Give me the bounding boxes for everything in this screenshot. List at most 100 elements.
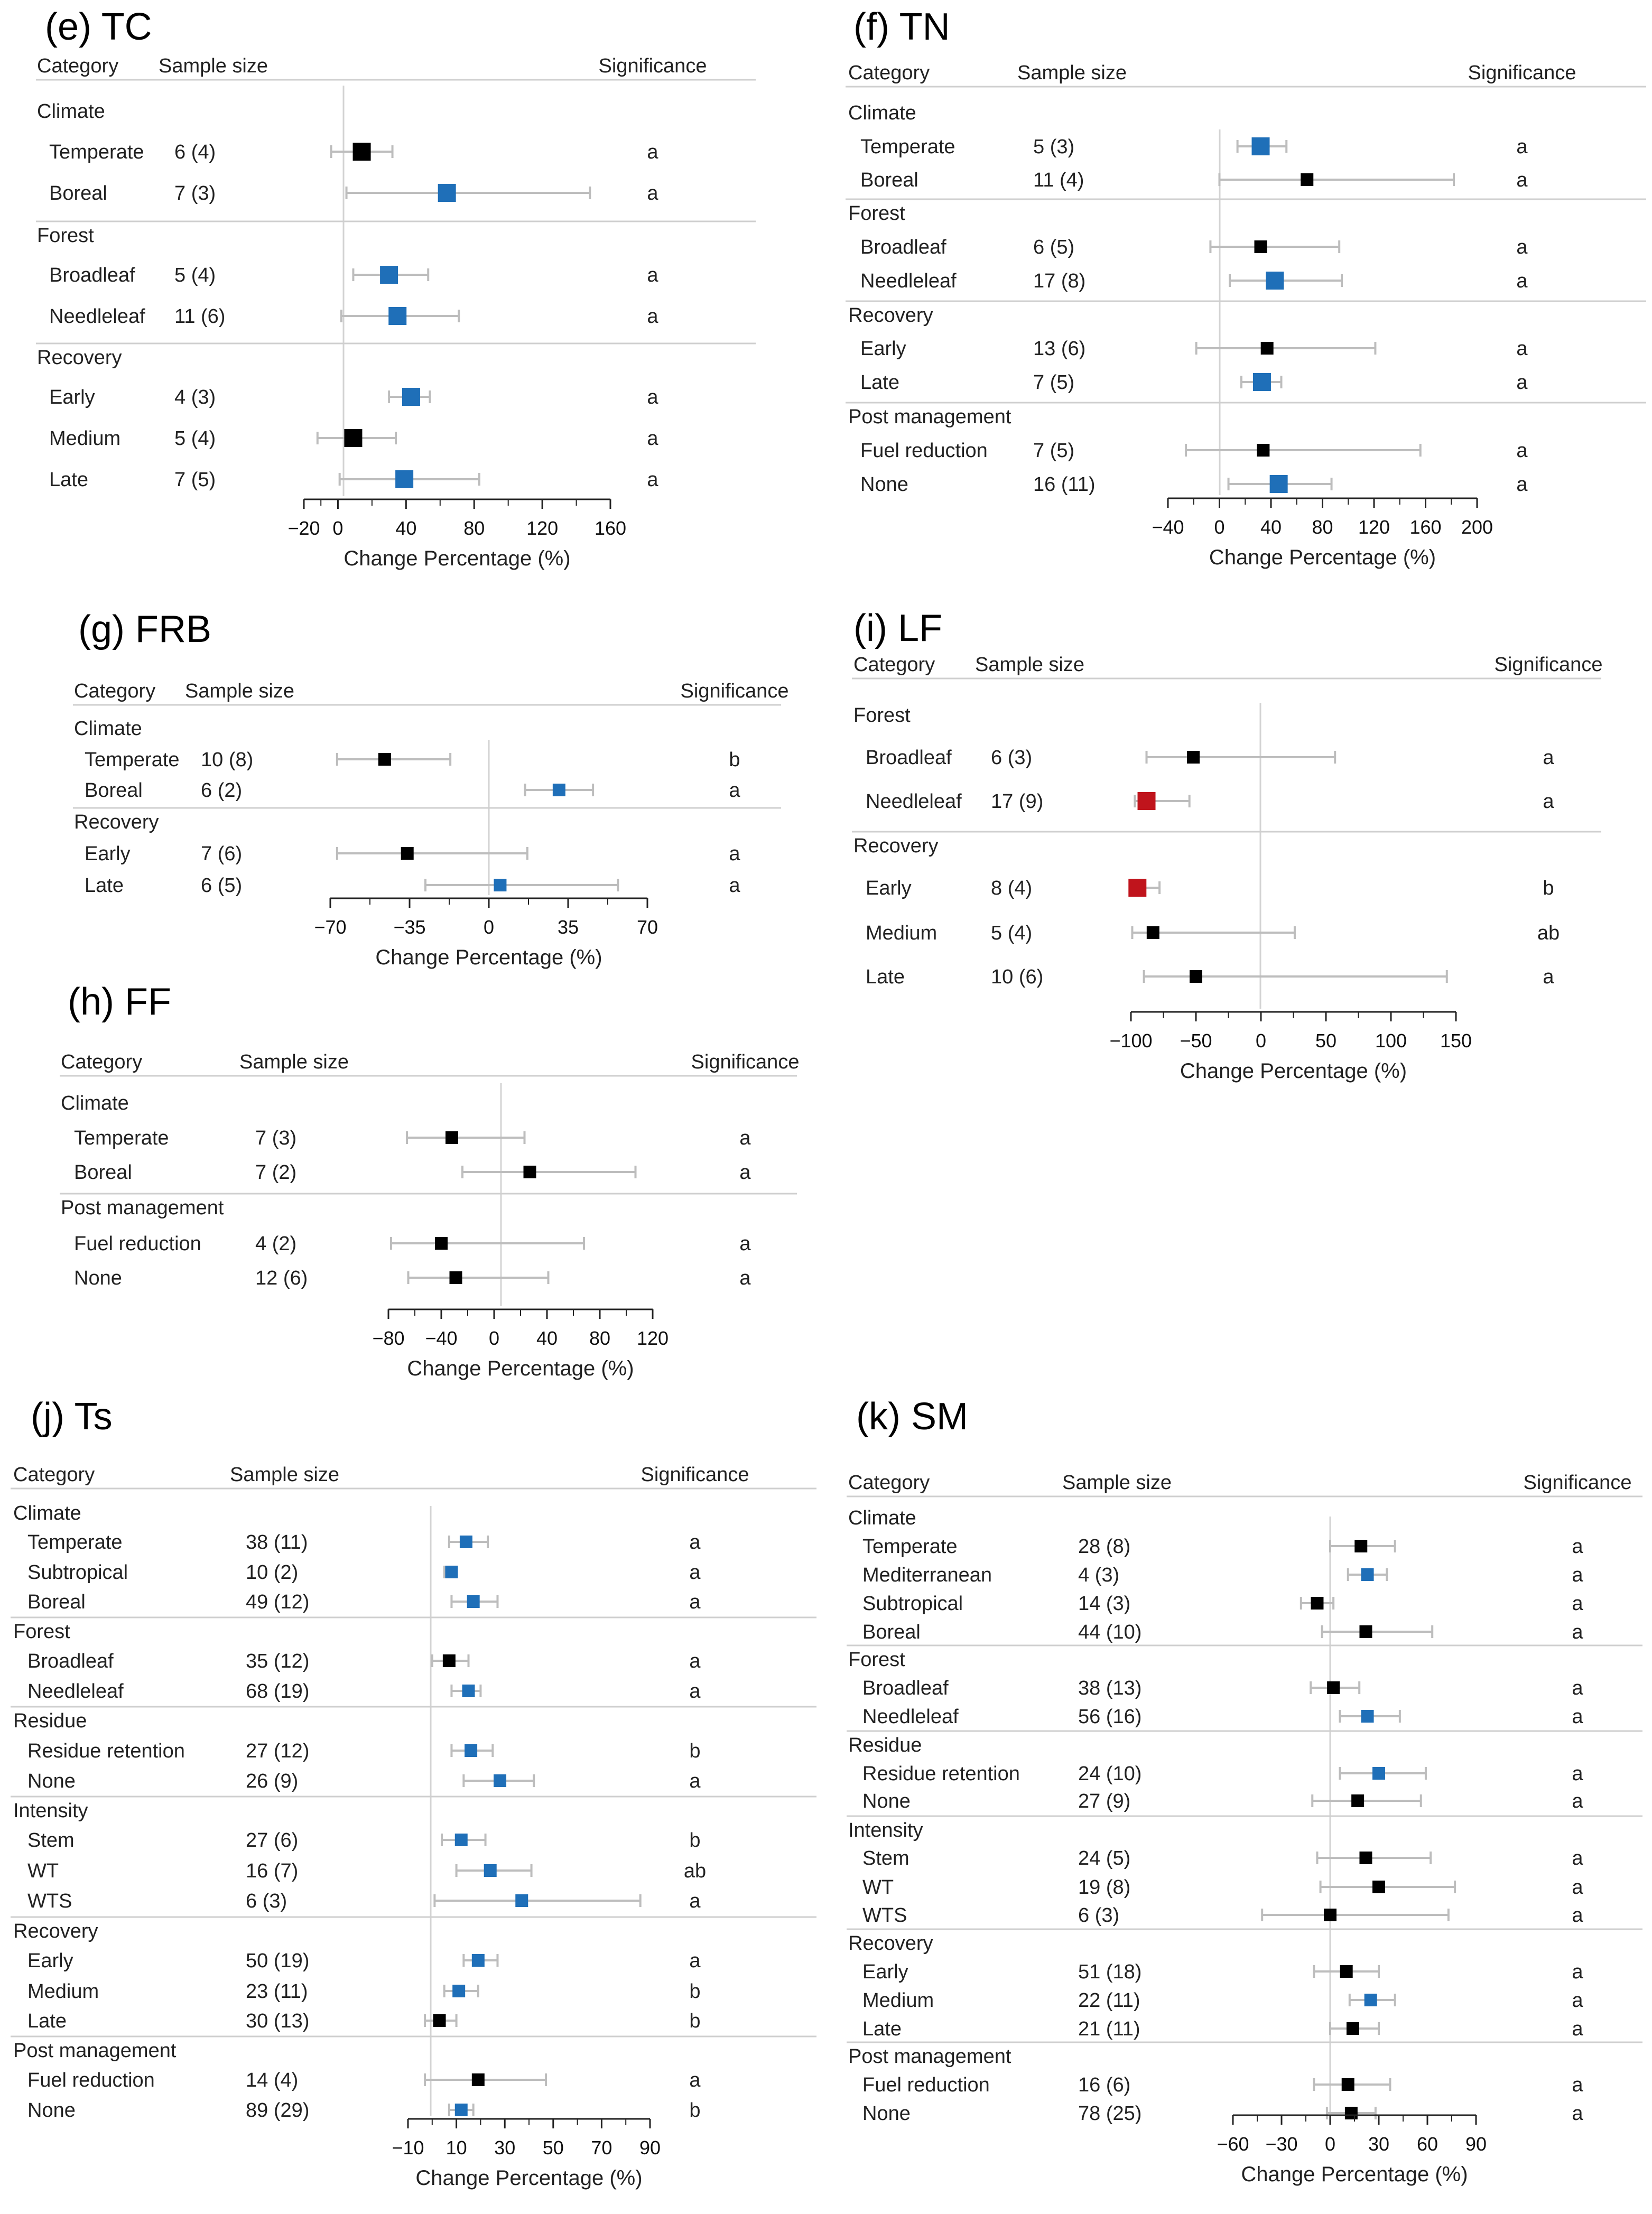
significance-ts-residue-residue-retention: b (689, 1740, 700, 1762)
group-label-ts-post-management: Post management (13, 2040, 177, 2062)
header-category-ts: Category (13, 1464, 95, 1486)
header-significance-ts: Significance (641, 1464, 749, 1486)
x-tick-label-ts: 90 (639, 2137, 661, 2159)
point-estimate-ts-recovery-medium (452, 1985, 466, 1997)
x-tick-label-sm: −30 (1265, 2133, 1297, 2155)
x-tick-label-lf: −100 (1109, 1030, 1152, 1052)
point-estimate-tc-forest-broadleaf (380, 266, 398, 284)
group-label-sm-climate: Climate (848, 1507, 916, 1529)
group-label-tn-recovery: Recovery (848, 304, 933, 327)
point-estimate-sm-recovery-late (1346, 2022, 1359, 2035)
x-tick-label-tn: 40 (1260, 516, 1282, 538)
x-tick-label-ff: 40 (536, 1327, 558, 1349)
row-label-ff-post-management-fuel-reduction: Fuel reduction (74, 1233, 201, 1255)
point-estimate-frb-climate-temperate (378, 753, 391, 766)
sample-size-ff-climate-boreal: 7 (2) (255, 1161, 296, 1184)
significance-sm-intensity-stem: a (1572, 1847, 1583, 1869)
significance-tn-recovery-early: a (1516, 338, 1528, 360)
point-estimate-ff-post-management-fuel-reduction (435, 1237, 448, 1250)
point-estimate-ts-forest-broadleaf (442, 1654, 456, 1667)
point-estimate-sm-intensity-stem (1359, 1852, 1372, 1864)
row-label-tc-forest-broadleaf: Broadleaf (49, 264, 135, 286)
row-label-frb-climate-temperate: Temperate (85, 749, 180, 771)
sample-size-tn-recovery-early: 13 (6) (1033, 338, 1085, 360)
sample-size-tn-post-management-none: 16 (11) (1033, 473, 1096, 496)
sample-size-ts-intensity-stem: 27 (6) (246, 1829, 298, 1852)
x-tick-label-lf: 100 (1375, 1030, 1407, 1052)
significance-ts-post-management-fuel-reduction: a (689, 2069, 701, 2091)
point-estimate-tc-recovery-medium (344, 429, 363, 447)
point-estimate-tn-forest-needleleaf (1266, 272, 1284, 290)
sample-size-tn-climate-temperate: 5 (3) (1033, 136, 1074, 158)
x-tick-label-ff: 0 (489, 1327, 499, 1349)
significance-sm-intensity-wts: a (1572, 1904, 1583, 1927)
group-label-tc-forest: Forest (37, 225, 94, 247)
header-category-sm: Category (848, 1472, 930, 1494)
point-estimate-lf-recovery-medium (1146, 926, 1159, 939)
group-label-ts-forest: Forest (13, 1621, 70, 1643)
header-significance-tn: Significance (1468, 62, 1576, 84)
row-label-tc-forest-needleleaf: Needleleaf (49, 305, 145, 328)
sample-size-tc-forest-broadleaf: 5 (4) (174, 264, 216, 286)
row-label-tn-recovery-early: Early (860, 338, 906, 360)
point-estimate-sm-recovery-early (1340, 1965, 1353, 1978)
significance-ff-climate-boreal: a (739, 1161, 751, 1184)
x-tick-label-sm: 0 (1325, 2133, 1335, 2155)
significance-lf-forest-needleleaf: a (1543, 790, 1554, 813)
significance-sm-recovery-early: a (1572, 1961, 1583, 1983)
panel-title-tc: (e) TC (45, 6, 152, 48)
x-axis-label-ff: Change Percentage (%) (407, 1357, 634, 1380)
significance-ts-forest-broadleaf: a (689, 1650, 701, 1672)
header-sample-size-sm: Sample size (1062, 1472, 1172, 1494)
row-label-sm-intensity-stem: Stem (862, 1847, 909, 1869)
sample-size-tn-forest-broadleaf: 6 (5) (1033, 236, 1074, 258)
x-tick-label-tn: 80 (1312, 516, 1333, 538)
significance-tc-forest-broadleaf: a (647, 264, 658, 286)
x-tick-label-tn: −40 (1152, 516, 1184, 538)
group-label-frb-recovery: Recovery (74, 811, 159, 833)
x-tick-label-ts: 70 (591, 2137, 612, 2159)
x-tick-label-tc: 160 (595, 517, 626, 539)
significance-tn-climate-temperate: a (1516, 136, 1528, 158)
point-estimate-tn-climate-boreal (1301, 173, 1314, 186)
panel-title-lf: (i) LF (853, 607, 942, 649)
x-axis-label-tc: Change Percentage (%) (344, 547, 570, 570)
sample-size-ts-intensity-wt: 16 (7) (246, 1860, 298, 1882)
row-label-sm-recovery-early: Early (862, 1961, 908, 1983)
sample-size-sm-recovery-late: 21 (11) (1078, 2018, 1140, 2040)
row-label-tc-recovery-medium: Medium (49, 427, 120, 450)
sample-size-ff-climate-temperate: 7 (3) (255, 1127, 296, 1149)
x-tick-label-ts: 50 (543, 2137, 564, 2159)
point-estimate-ff-post-management-none (449, 1271, 462, 1284)
sample-size-sm-post-management-none: 78 (25) (1078, 2103, 1141, 2125)
significance-tn-post-management-fuel-reduction: a (1516, 440, 1528, 462)
sample-size-sm-forest-needleleaf: 56 (16) (1078, 1706, 1141, 1728)
panel-title-ff: (h) FF (68, 981, 171, 1023)
row-label-ts-recovery-late: Late (27, 2010, 67, 2032)
row-label-ff-post-management-none: None (74, 1267, 122, 1289)
point-estimate-frb-climate-boreal (552, 784, 565, 796)
significance-ts-climate-temperate: a (689, 1531, 701, 1553)
row-label-tn-forest-broadleaf: Broadleaf (860, 236, 946, 258)
sample-size-sm-intensity-wts: 6 (3) (1078, 1904, 1119, 1927)
sample-size-ts-recovery-late: 30 (13) (246, 2010, 309, 2032)
group-label-lf-forest: Forest (853, 704, 911, 727)
sample-size-ts-forest-needleleaf: 68 (19) (246, 1680, 309, 1703)
x-tick-label-ff: −40 (425, 1327, 457, 1349)
sample-size-tn-recovery-late: 7 (5) (1033, 371, 1074, 394)
point-estimate-sm-post-management-none (1344, 2107, 1358, 2119)
point-estimate-sm-residue-residue-retention (1372, 1767, 1385, 1780)
row-label-ts-climate-boreal: Boreal (27, 1591, 86, 1613)
significance-ts-intensity-wts: a (689, 1890, 701, 1912)
significance-tn-forest-broadleaf: a (1516, 236, 1528, 258)
sample-size-tc-recovery-late: 7 (5) (174, 469, 216, 491)
header-category-ff: Category (61, 1051, 142, 1073)
sample-size-sm-recovery-early: 51 (18) (1078, 1961, 1141, 1983)
x-axis-label-lf: Change Percentage (%) (1180, 1059, 1407, 1083)
header-category-tn: Category (848, 62, 930, 84)
point-estimate-sm-recovery-medium (1364, 1994, 1377, 2006)
sample-size-ts-forest-broadleaf: 35 (12) (246, 1650, 309, 1672)
row-label-ts-post-management-fuel-reduction: Fuel reduction (27, 2069, 155, 2091)
header-sample-size-frb: Sample size (185, 680, 294, 702)
row-label-sm-post-management-none: None (862, 2103, 911, 2125)
